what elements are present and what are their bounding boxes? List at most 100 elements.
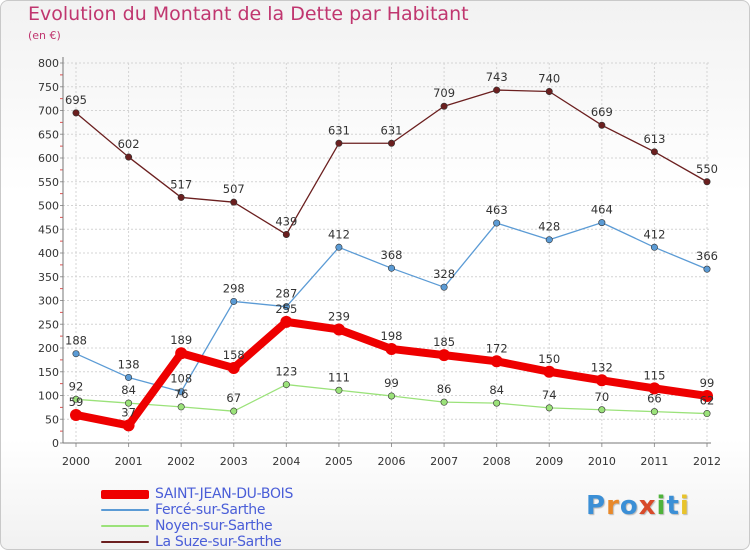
data-point <box>335 139 343 147</box>
legend-swatch <box>101 541 149 543</box>
data-point <box>650 148 658 156</box>
series-0 <box>70 315 713 432</box>
data-point <box>282 303 290 311</box>
logo-letter: r <box>606 491 620 521</box>
y-tick-label: 250 <box>38 318 59 331</box>
proxiti-logo: Proxiti <box>586 491 690 521</box>
data-label: 115 <box>643 368 665 382</box>
y-tick-label: 200 <box>38 342 59 355</box>
data-point <box>177 403 185 411</box>
data-point <box>703 410 711 418</box>
data-point <box>332 323 345 336</box>
x-tick-label: 2012 <box>693 455 721 468</box>
data-point <box>598 121 606 129</box>
x-tick-label: 2007 <box>430 455 458 468</box>
data-point <box>493 219 501 227</box>
y-tick-label: 50 <box>45 413 59 426</box>
data-label: 602 <box>118 137 140 151</box>
data-label: 631 <box>381 123 403 137</box>
x-tick-label: 2003 <box>220 455 248 468</box>
data-point <box>230 297 238 305</box>
logo-letter: i <box>679 491 690 521</box>
data-label: 613 <box>643 132 665 146</box>
data-point <box>335 243 343 251</box>
data-label: 464 <box>591 203 613 217</box>
data-labels: 59 37 189 158 255 239 198 185 172 150 132 115 99 188 1… <box>65 70 718 419</box>
data-label: 298 <box>223 281 245 295</box>
data-point <box>70 408 82 421</box>
data-point <box>493 86 501 94</box>
data-point <box>125 153 133 161</box>
data-label: 463 <box>486 203 508 217</box>
x-tick-label: 2001 <box>115 455 143 468</box>
data-label: 67 <box>226 391 241 405</box>
logo-letter: t <box>666 491 680 521</box>
data-point <box>595 374 608 387</box>
data-label: 507 <box>223 182 245 196</box>
y-tick-label: 400 <box>38 247 59 260</box>
series-layer <box>70 86 713 432</box>
data-point <box>440 398 448 406</box>
data-label: 669 <box>591 105 613 119</box>
data-label: 439 <box>275 214 297 228</box>
data-point <box>387 139 395 147</box>
line-chart: 0 50 100 150 200 250 300 350 400 450 500 550 600 650 7… <box>38 57 721 468</box>
data-label: 740 <box>538 72 560 86</box>
data-point <box>72 395 80 403</box>
data-point <box>701 389 713 402</box>
y-tick-label: 550 <box>38 176 59 189</box>
data-label: 188 <box>65 334 87 348</box>
data-point <box>227 361 240 374</box>
chart-title: Evolution du Montant de la Dette par Hab… <box>28 3 469 25</box>
data-label: 550 <box>696 162 718 176</box>
data-point <box>282 230 290 238</box>
series-2 <box>72 381 711 418</box>
data-point <box>545 404 553 412</box>
data-point <box>387 264 395 272</box>
legend-label: SAINT-JEAN-DU-BOIS <box>155 486 294 502</box>
data-label: 66 <box>647 392 662 406</box>
data-label: 428 <box>538 220 560 234</box>
data-point <box>440 283 448 291</box>
data-label: 709 <box>433 86 455 100</box>
data-label: 62 <box>700 394 715 408</box>
data-label: 198 <box>381 329 403 343</box>
data-label: 517 <box>170 177 192 191</box>
data-point <box>490 355 503 368</box>
logo-letter: x <box>638 491 657 521</box>
y-tick-label: 600 <box>38 152 59 165</box>
data-point <box>230 198 238 206</box>
axes: 0 50 100 150 200 250 300 350 400 450 500 550 600 650 7… <box>38 57 721 468</box>
data-point <box>543 365 556 378</box>
y-tick-label: 500 <box>38 200 59 213</box>
data-label: 138 <box>118 357 140 371</box>
data-point <box>385 342 398 355</box>
y-tick-label: 700 <box>38 105 59 118</box>
data-label: 99 <box>384 376 399 390</box>
legend-label: Noyen-sur-Sarthe <box>155 518 273 534</box>
data-point <box>125 399 133 407</box>
y-tick-label: 300 <box>38 295 59 308</box>
grid <box>63 62 711 444</box>
data-point <box>387 392 395 400</box>
data-label: 59 <box>69 395 84 409</box>
data-label: 366 <box>696 249 718 263</box>
data-point <box>703 178 711 186</box>
data-label: 328 <box>433 267 455 281</box>
data-label: 76 <box>174 387 189 401</box>
y-tick-label: 100 <box>38 390 59 403</box>
data-point <box>280 315 293 328</box>
data-label: 150 <box>538 352 560 366</box>
data-point <box>122 419 135 432</box>
data-label: 92 <box>69 379 84 393</box>
data-point <box>177 193 185 201</box>
data-point <box>650 408 658 416</box>
data-point <box>703 265 711 273</box>
x-tick-label: 2008 <box>483 455 511 468</box>
data-label: 368 <box>381 248 403 262</box>
data-label: 172 <box>486 341 508 355</box>
data-point <box>493 399 501 407</box>
y-tick-label: 350 <box>38 271 59 284</box>
data-label: 631 <box>328 123 350 137</box>
